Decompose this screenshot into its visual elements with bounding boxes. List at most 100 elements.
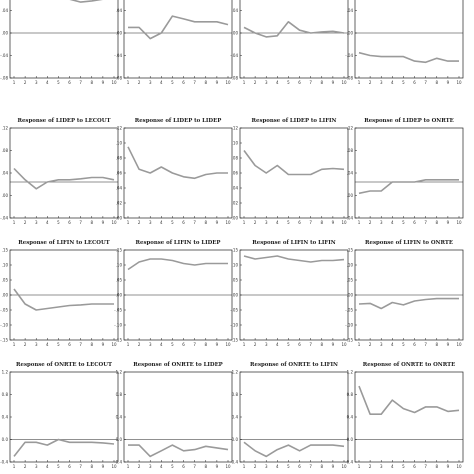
x-tick-label: 2 [24, 220, 27, 225]
x-tick-label: 9 [332, 342, 335, 347]
x-tick-label: 8 [91, 464, 94, 469]
x-tick-label: 7 [309, 342, 312, 347]
x-tick-label: 3 [380, 80, 383, 85]
x-tick-label: 4 [276, 80, 279, 85]
x-tick-label: 10 [341, 220, 347, 225]
x-tick-label: 2 [369, 80, 372, 85]
x-tick-label: 4 [160, 342, 163, 347]
x-tick-label: 8 [91, 220, 94, 225]
response-line [243, 441, 345, 458]
x-tick-label: 5 [287, 464, 290, 469]
x-tick-label: 7 [424, 80, 427, 85]
plot-frame [354, 371, 464, 463]
y-tick-label: 0.4 [116, 414, 123, 419]
x-tick-label: 5 [57, 342, 60, 347]
plot-frame [239, 127, 349, 219]
x-tick-label: 5 [402, 80, 405, 85]
x-tick-label: 8 [91, 342, 94, 347]
x-tick-label: 9 [447, 464, 450, 469]
x-tick-label: 9 [447, 342, 450, 347]
x-tick-label: 1 [13, 220, 16, 225]
x-tick-label: 7 [79, 80, 82, 85]
x-tick-label: 5 [171, 464, 174, 469]
x-tick-label: 10 [225, 342, 231, 347]
y-tick-label: -.08 [114, 75, 122, 80]
x-tick-label: 9 [216, 80, 219, 85]
x-tick-label: 9 [332, 464, 335, 469]
y-tick-label: 0.4 [347, 414, 354, 419]
x-tick-label: 6 [413, 464, 416, 469]
y-tick-label: .00 [347, 30, 354, 35]
x-tick-label: 5 [171, 220, 174, 225]
irf-panel-9: Response of LIFIN to LECOUT .15 .10 .05 .00 -… [0, 240, 119, 347]
response-line [358, 297, 459, 310]
y-tick-label: -.10 [0, 322, 8, 327]
y-tick-label: 0.8 [347, 392, 354, 397]
y-tick-label: .05 [2, 277, 9, 282]
x-tick-label: 4 [276, 220, 279, 225]
y-tick-label: .12 [232, 125, 239, 130]
x-tick-label: 4 [160, 464, 163, 469]
x-tick-label: 6 [182, 80, 185, 85]
x-tick-label: 1 [13, 80, 16, 85]
x-tick-label: 1 [243, 220, 246, 225]
panel-title: Response of LIDEP to LIDEP [135, 118, 222, 124]
x-tick-label: 2 [254, 80, 257, 85]
y-tick-label: 0.8 [116, 392, 123, 397]
y-tick-label: -.04 [0, 53, 8, 58]
x-tick-label: 6 [68, 464, 71, 469]
x-tick-label: 5 [402, 464, 405, 469]
x-tick-label: 10 [456, 220, 462, 225]
y-tick-label: -.10 [114, 322, 122, 327]
y-tick-label: .08 [347, 148, 354, 153]
y-tick-label: .04 [347, 8, 354, 13]
y-tick-label: .08 [232, 155, 239, 160]
x-tick-label: 5 [57, 464, 60, 469]
panel-title: Response of LIFIN to ONRTE [365, 240, 453, 246]
y-tick-label: -.05 [345, 307, 353, 312]
y-tick-label: .12 [2, 125, 9, 130]
response-line [13, 288, 114, 311]
x-tick-label: 7 [193, 342, 196, 347]
irf-panel-6: Response of LIDEP to LIDEP .12 .10 .08 .06 .0… [116, 118, 233, 225]
response-line [69, 0, 103, 3]
y-tick-label: .15 [347, 247, 354, 252]
response-line [128, 444, 229, 458]
x-tick-label: 5 [287, 342, 290, 347]
y-tick-label: .15 [116, 247, 123, 252]
x-tick-label: 7 [309, 80, 312, 85]
plot-frame [9, 0, 119, 79]
irf-panel-5: Response of LIDEP to LECOUT .12 .08 .04 .00 -… [0, 118, 119, 225]
x-tick-label: 1 [243, 342, 246, 347]
y-tick-label: .15 [232, 247, 239, 252]
x-tick-label: 7 [309, 220, 312, 225]
y-tick-label: -.04 [345, 215, 353, 220]
x-tick-label: 10 [111, 342, 117, 347]
x-tick-label: 5 [402, 220, 405, 225]
x-tick-label: 6 [413, 80, 416, 85]
x-tick-label: 4 [276, 464, 279, 469]
y-tick-label: -.08 [0, 75, 8, 80]
y-tick-label: -.10 [230, 322, 238, 327]
x-tick-label: 9 [216, 220, 219, 225]
x-tick-label: 3 [265, 342, 268, 347]
x-tick-label: 2 [369, 220, 372, 225]
panel-title: Response of ONRTE to LIDEP [133, 362, 222, 368]
irf-panel-11: Response of LIFIN to LIFIN .15 .10 .05 .00 -.… [230, 240, 349, 347]
response-line [127, 258, 228, 271]
y-tick-label: .10 [116, 262, 123, 267]
x-tick-label: 3 [149, 464, 152, 469]
plot-frame [123, 0, 233, 79]
y-tick-label: .04 [2, 8, 9, 13]
x-tick-label: 9 [216, 342, 219, 347]
x-tick-label: 4 [391, 220, 394, 225]
y-tick-label: -.15 [114, 337, 122, 342]
x-tick-label: 3 [35, 342, 38, 347]
y-tick-label: .00 [2, 292, 9, 297]
y-tick-label: .12 [116, 125, 123, 130]
x-tick-label: 10 [456, 464, 462, 469]
x-tick-label: 9 [447, 80, 450, 85]
y-tick-label: .04 [116, 185, 123, 190]
